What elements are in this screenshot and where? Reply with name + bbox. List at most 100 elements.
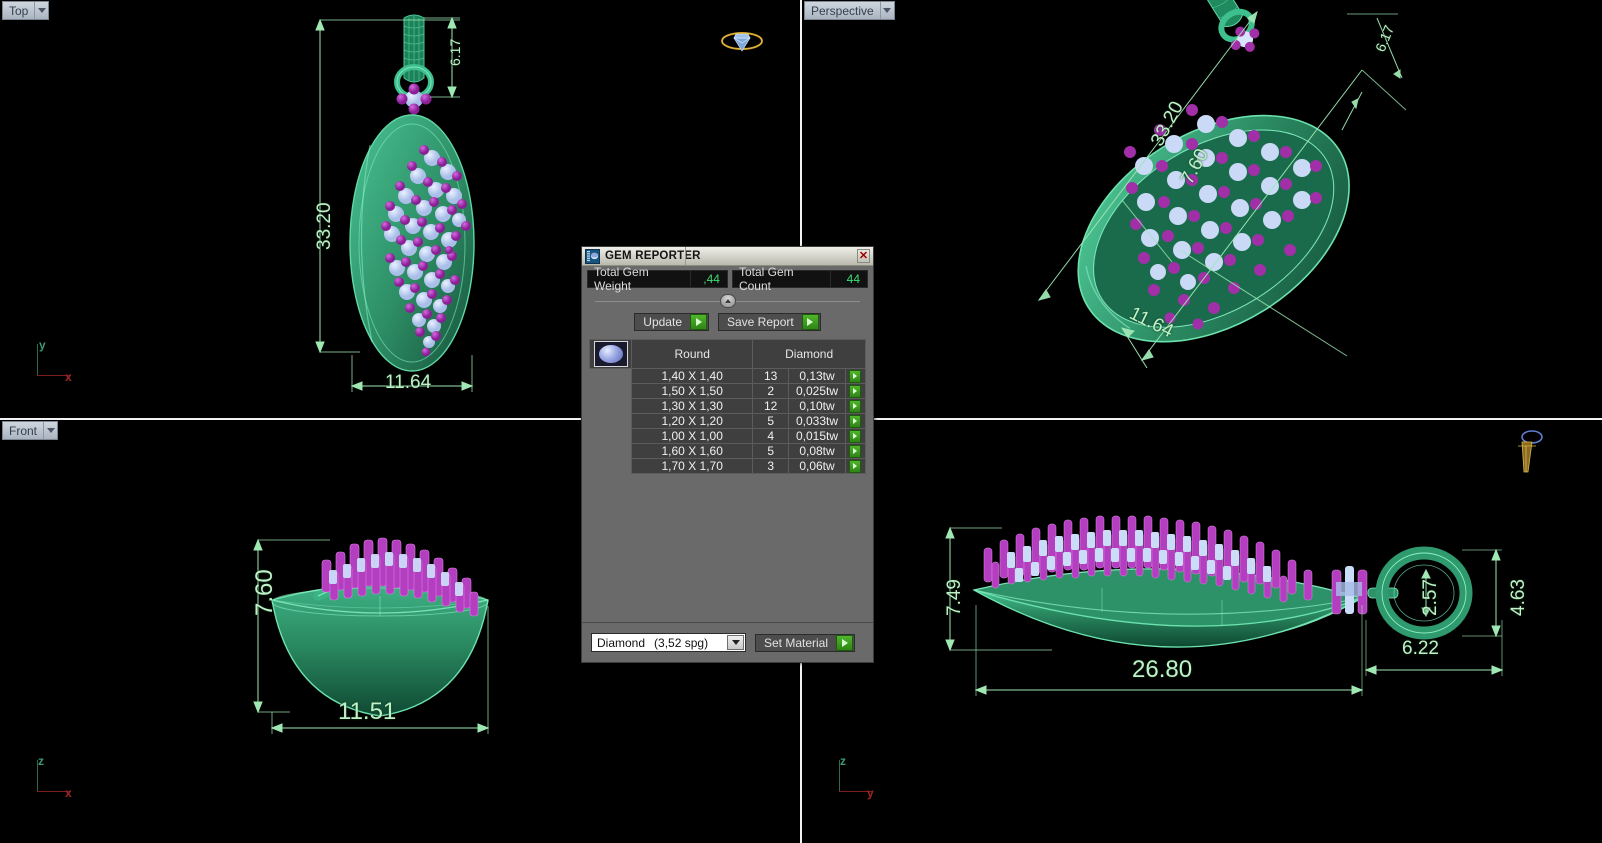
viewport-perspective[interactable]: Perspective 33.20 7.60 11.64 6.17 <box>802 0 1602 418</box>
row-go-cell[interactable] <box>844 368 867 384</box>
material-select[interactable]: Diamond (3,52 spg) <box>591 633 746 652</box>
gem-table-row[interactable]: 1,40 X 1,40 13 0,13tw <box>589 368 867 384</box>
viewport-right[interactable]: 7.49 26.80 2.57 4.63 6.22 z y <box>802 420 1602 843</box>
row-spacer <box>589 443 632 459</box>
close-icon[interactable]: ✕ <box>857 249 870 263</box>
gem-weight: 0,10tw <box>788 398 846 414</box>
gem-size: 1,70 X 1,70 <box>631 458 754 474</box>
gem-reporter-titlebar[interactable]: GEM REPORTER ✕ <box>582 247 873 266</box>
chevron-down-icon[interactable] <box>879 2 894 19</box>
dim-top-height: 33.20 <box>314 202 335 250</box>
gem-count: 12 <box>752 398 790 414</box>
row-go-cell[interactable] <box>844 383 867 399</box>
gem-reporter-dialog[interactable]: GEM REPORTER ✕ Total Gem Weight ,44 Tota… <box>581 246 874 663</box>
gem-table-row[interactable]: 1,30 X 1,30 12 0,10tw <box>589 398 867 414</box>
gem-size: 1,30 X 1,30 <box>631 398 754 414</box>
chevron-down-icon[interactable] <box>43 422 57 439</box>
gem-weight: 0,033tw <box>788 413 846 429</box>
total-gem-count-label: Total Gem Count <box>732 265 831 293</box>
viewport-front-label: Front <box>9 423 38 438</box>
total-gem-count-field: Total Gem Count 44 <box>731 265 868 293</box>
save-report-button-label: Save Report <box>727 315 794 329</box>
gem-table-row[interactable]: 1,70 X 1,70 3 0,06tw <box>589 458 867 474</box>
axis-label-z: z <box>840 754 846 768</box>
play-arrow-icon[interactable] <box>690 314 707 330</box>
axis-gizmo-front: z x <box>25 750 72 800</box>
play-arrow-icon[interactable] <box>849 399 862 413</box>
row-go-cell[interactable] <box>844 413 867 429</box>
axis-label-y: y <box>39 338 46 352</box>
chevron-down-icon[interactable] <box>727 635 744 650</box>
totals-row: Total Gem Weight ,44 Total Gem Count 44 <box>587 265 868 293</box>
set-material-button-label: Set Material <box>764 635 829 650</box>
action-button-row: Update Save Report <box>587 313 868 331</box>
gem-count: 2 <box>752 383 790 399</box>
chevron-down-icon[interactable] <box>34 2 48 19</box>
total-gem-weight-value: ,44 <box>690 271 727 287</box>
gem-size: 1,20 X 1,20 <box>631 413 754 429</box>
play-arrow-icon[interactable] <box>849 429 862 443</box>
gem-size: 1,60 X 1,60 <box>631 443 754 459</box>
row-spacer <box>589 428 632 444</box>
dim-right-length: 26.80 <box>1132 656 1193 683</box>
gem-table[interactable]: Round Diamond 1,40 X 1,40 13 0,13tw 1,50 X … <box>588 339 867 474</box>
axis-label-x: x <box>65 786 72 800</box>
play-arrow-icon[interactable] <box>849 444 862 458</box>
gem-table-body: 1,40 X 1,40 13 0,13tw 1,50 X 1,50 2 0,025tw 1,… <box>589 368 867 474</box>
viewport-perspective-graphics <box>1037 0 1407 369</box>
gem-weight: 0,06tw <box>788 458 846 474</box>
row-go-cell[interactable] <box>844 398 867 414</box>
total-gem-weight-field: Total Gem Weight ,44 <box>587 265 728 293</box>
material-density: (3,52 spg) <box>654 635 709 650</box>
pendant-thumbnail[interactable] <box>1502 426 1548 478</box>
play-arrow-icon[interactable] <box>849 459 862 473</box>
gem-table-header-material: Diamond <box>752 339 866 369</box>
viewport-right-graphics <box>945 515 1504 696</box>
gem-count: 3 <box>752 458 790 474</box>
gem-count: 4 <box>752 428 790 444</box>
play-arrow-icon[interactable] <box>836 634 854 651</box>
row-spacer <box>589 368 632 384</box>
gem-size: 1,40 X 1,40 <box>631 368 754 384</box>
round-gem-icon <box>593 341 628 367</box>
gem-table-header-row: Round Diamond <box>588 339 866 369</box>
dim-top-width: 11.64 <box>385 372 432 393</box>
gem-reporter-body: Total Gem Weight ,44 Total Gem Count 44 … <box>582 265 873 474</box>
titlebar-divider <box>685 247 686 265</box>
chevron-up-icon[interactable] <box>719 294 736 308</box>
row-spacer <box>589 458 632 474</box>
dim-right-bail-inner: 2.57 <box>1420 579 1441 616</box>
viewport-top-label: Top <box>9 3 29 18</box>
row-spacer <box>589 413 632 429</box>
viewport-top-dropdown[interactable]: Top <box>2 1 50 20</box>
gem-table-header-shape: Round <box>631 339 754 369</box>
gem-table-row[interactable]: 1,60 X 1,60 5 0,08tw <box>589 443 867 459</box>
gem-count: 13 <box>752 368 790 384</box>
viewport-front-dropdown[interactable]: Front <box>2 421 59 440</box>
row-go-cell[interactable] <box>844 458 867 474</box>
play-arrow-icon[interactable] <box>849 414 862 428</box>
row-go-cell[interactable] <box>844 428 867 444</box>
gem-weight: 0,08tw <box>788 443 846 459</box>
gem-size: 1,00 X 1,00 <box>631 428 754 444</box>
gem-count: 5 <box>752 443 790 459</box>
set-material-button[interactable]: Set Material <box>755 633 856 652</box>
axis-label-y: y <box>867 786 874 800</box>
play-arrow-icon[interactable] <box>801 314 819 330</box>
gem-size: 1,50 X 1,50 <box>631 383 754 399</box>
gem-table-wrapper: Round Diamond 1,40 X 1,40 13 0,13tw 1,50 X … <box>587 339 868 474</box>
gem-table-row[interactable]: 1,50 X 1,50 2 0,025tw <box>589 383 867 399</box>
gem-report-icon <box>585 248 600 264</box>
play-arrow-icon[interactable] <box>849 369 862 383</box>
collapse-handle[interactable] <box>589 294 866 308</box>
dim-persp-length: 33.20 <box>1147 98 1188 150</box>
gem-ring-thumbnail-top[interactable] <box>718 25 766 59</box>
play-arrow-icon[interactable] <box>849 384 862 398</box>
update-button[interactable]: Update <box>634 313 709 331</box>
save-report-button[interactable]: Save Report <box>718 313 821 331</box>
gem-table-row[interactable]: 1,20 X 1,20 5 0,033tw <box>589 413 867 429</box>
gem-table-row[interactable]: 1,00 X 1,00 4 0,015tw <box>589 428 867 444</box>
viewport-perspective-dropdown[interactable]: Perspective <box>804 1 895 20</box>
row-go-cell[interactable] <box>844 443 867 459</box>
